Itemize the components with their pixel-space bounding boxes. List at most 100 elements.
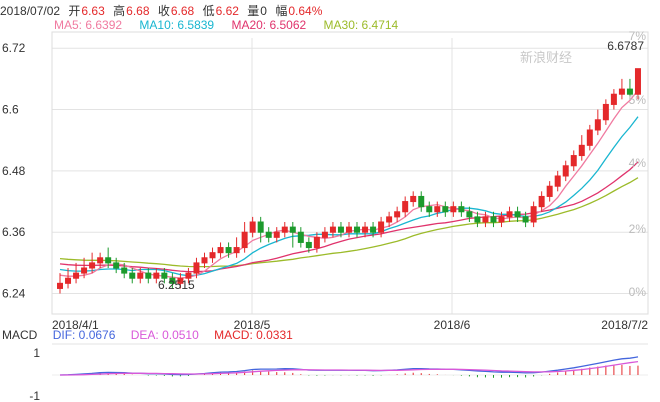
ma30-line: [59, 177, 639, 268]
pct-tick-label: 0%: [629, 285, 647, 299]
open-label: 开: [68, 4, 81, 18]
plot-frame: [51, 31, 649, 315]
macd-label: MACD: [2, 328, 38, 342]
y-tick-label: 6.6: [2, 103, 19, 117]
candle-body: [257, 221, 264, 233]
candle-body: [225, 247, 232, 254]
candle-body: [626, 88, 633, 95]
dea-line: [60, 360, 639, 376]
candle-body: [546, 185, 553, 197]
candle-body: [57, 282, 63, 289]
candle-body: [177, 277, 184, 284]
candle-body: [121, 267, 128, 274]
dea-legend: DEA: 0.0510: [130, 328, 199, 342]
candle-body: [474, 216, 481, 223]
candle-body: [345, 226, 352, 233]
sina-finance-watermark: 新浪财经: [520, 50, 572, 65]
y-tick-label: 6.48: [2, 164, 26, 178]
candle-body: [634, 68, 641, 95]
candle-body: [506, 211, 513, 218]
low-label: 低: [202, 4, 215, 18]
change-value: 0.64%: [288, 4, 323, 18]
y-tick-label: 6.36: [2, 225, 26, 239]
candle-body: [538, 195, 545, 208]
ma30-legend: MA30: 6.4714: [323, 18, 399, 32]
candle-body: [522, 216, 529, 223]
close-label: 收: [157, 4, 170, 18]
date-value: 2018/07/02: [0, 4, 61, 18]
high-label: 高: [113, 4, 126, 18]
candle-body: [201, 257, 208, 264]
volume-value: 0: [260, 4, 267, 18]
x-axis-label: 2018/5: [234, 318, 271, 332]
candle-body: [81, 267, 88, 274]
open-value: 6.63: [81, 4, 105, 18]
ma10-legend: MA10: 6.5839: [139, 18, 215, 32]
macd-value-legend: MACD: 0.0331: [214, 328, 293, 342]
candle-body: [265, 231, 272, 238]
candle-body: [113, 262, 120, 269]
candle-body: [490, 216, 497, 223]
candle-body: [410, 195, 417, 203]
candle-body: [129, 272, 136, 279]
candle-body: [602, 103, 609, 121]
candle-body: [73, 272, 80, 279]
candle-body: [305, 241, 312, 249]
candle-body: [321, 231, 328, 238]
close-value: 6.68: [170, 4, 195, 18]
pct-tick-label: 4%: [629, 156, 647, 170]
candle-body: [570, 155, 577, 167]
x-axis-label: 2018/7/2: [601, 318, 648, 332]
candle-body: [402, 201, 409, 213]
y-tick-label: 6.72: [2, 41, 26, 55]
macd-y-tick: 1: [33, 346, 40, 360]
candle-body: [578, 144, 585, 157]
candle-body: [362, 226, 369, 233]
candle-body: [514, 211, 521, 218]
candle-body: [450, 206, 457, 213]
ma-legend: MA5: 6.6392 MA10: 6.5839 MA20: 6.5062 MA…: [54, 18, 412, 32]
candle-body: [233, 247, 240, 254]
candle-body: [498, 216, 505, 223]
candle-body: [594, 119, 601, 131]
candle-body: [105, 257, 112, 264]
candle-body: [618, 88, 625, 95]
macd-y-tick: -1: [29, 389, 40, 402]
ma20-line: [59, 161, 639, 273]
candle-body: [153, 272, 160, 279]
candle-body: [458, 206, 465, 213]
pct-tick-label: 7%: [629, 29, 647, 43]
candle-body: [329, 226, 336, 233]
y-tick-label: 6.24: [2, 287, 26, 301]
candle-body: [386, 216, 393, 223]
candle-body: [97, 257, 104, 264]
candle-body: [434, 206, 441, 213]
candle-body: [273, 231, 280, 238]
candle-body: [337, 226, 344, 233]
candle-body: [217, 247, 224, 254]
candle-body: [161, 272, 168, 279]
candle-body: [562, 165, 569, 177]
pct-tick-label: 5%: [629, 93, 647, 107]
candle-body: [466, 211, 473, 218]
low-value: 6.62: [215, 4, 239, 18]
max-price-annotation: 6.6787: [607, 39, 644, 53]
candle-body: [137, 272, 144, 279]
candle-body: [209, 252, 216, 259]
candle-body: [89, 262, 96, 269]
candle-body: [586, 129, 593, 146]
candle-body: [185, 272, 192, 279]
candle-body: [313, 236, 320, 249]
x-axis-label: 2018/4/1: [52, 318, 99, 332]
ohlc-header: 2018/07/02 开6.63 高6.68 收6.68 低6.62 量0 幅0…: [0, 2, 327, 19]
candle-body: [482, 216, 489, 223]
candle-body: [289, 226, 296, 233]
dif-legend: DIF: 0.0676: [52, 328, 116, 342]
x-axis-label: 2018/6: [434, 318, 471, 332]
pct-tick-label: 2%: [629, 222, 647, 236]
candle-body: [426, 206, 433, 213]
ma5-line: [59, 89, 639, 279]
candle-body: [281, 226, 288, 233]
candle-body: [297, 231, 304, 243]
